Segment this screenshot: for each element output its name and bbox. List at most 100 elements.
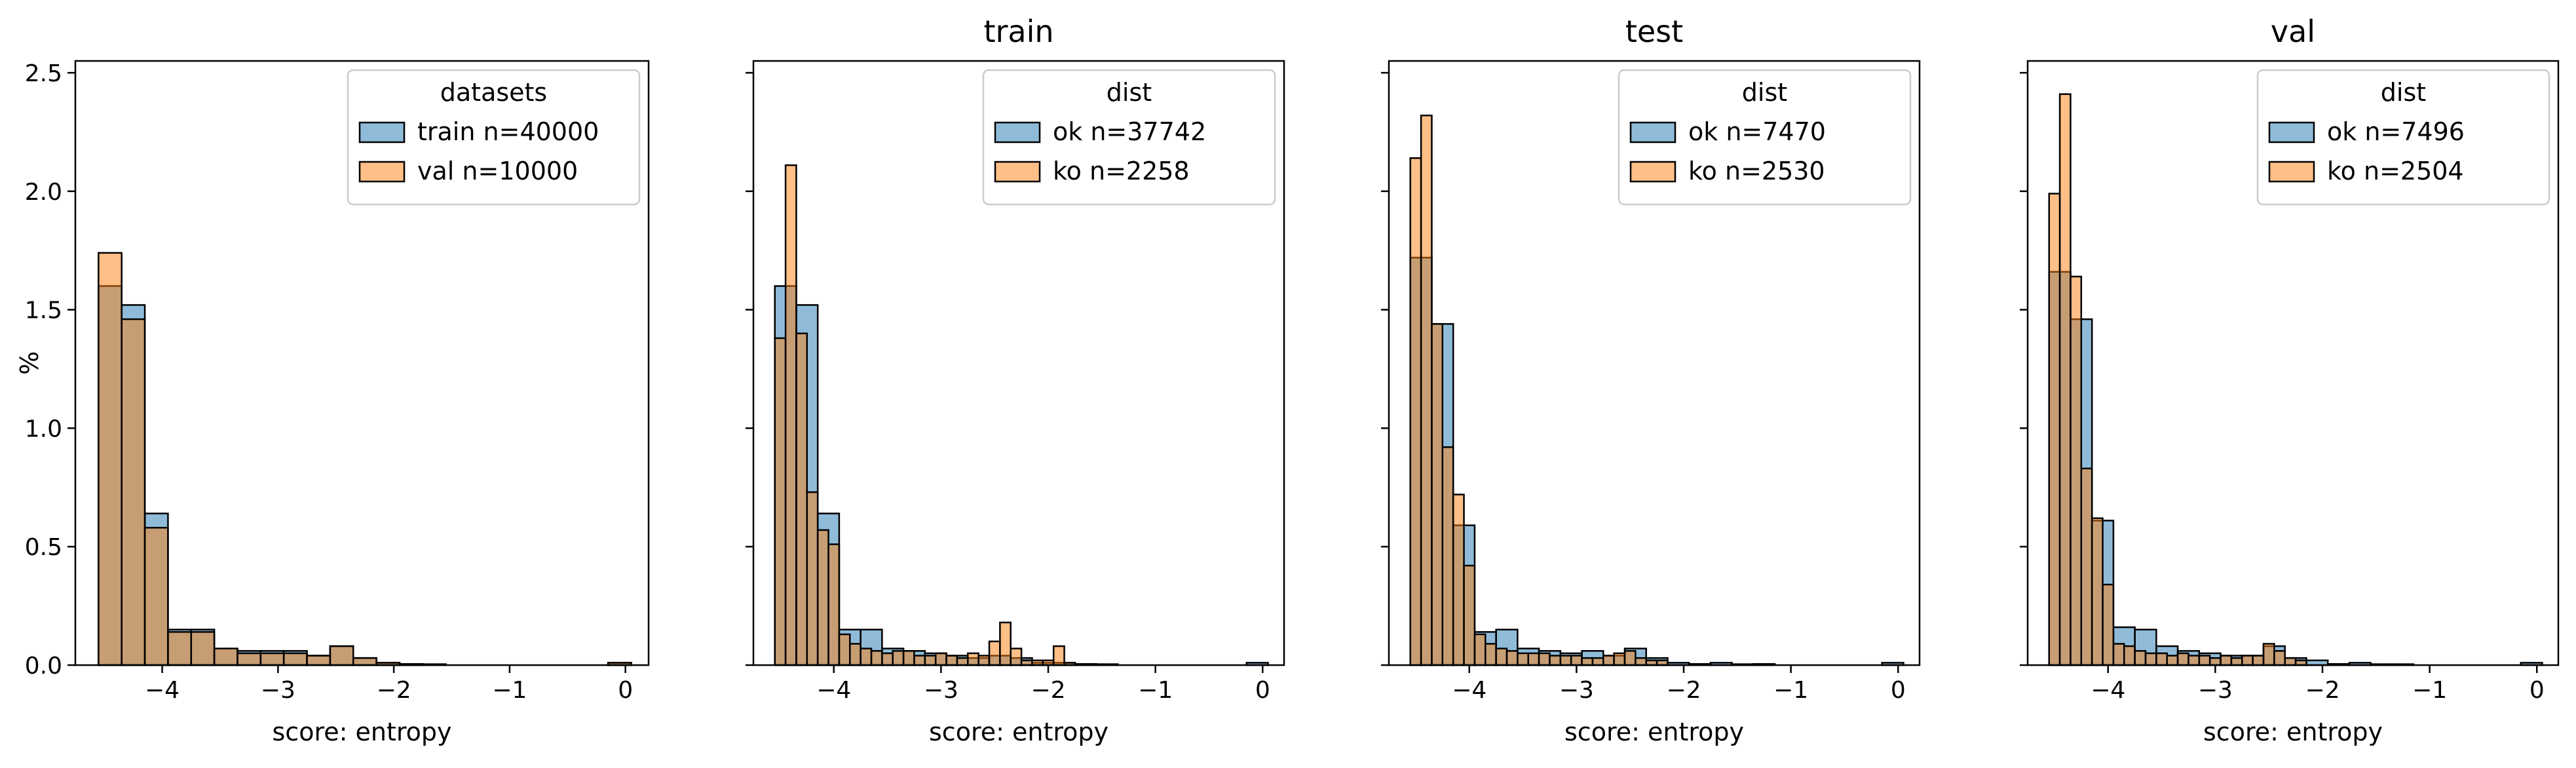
bar-series2-7: [1485, 643, 1497, 666]
legend-swatch-1: [358, 121, 406, 144]
bar-series2-2: [1431, 323, 1444, 666]
x-tick-label: −4: [145, 677, 180, 704]
x-axis-label: score: entropy: [929, 718, 1108, 746]
legend-box: [982, 69, 1276, 206]
bar-series2-21: [1635, 657, 1647, 666]
panel-1: −4 −3 −2 −1 0 0.0 0.5 1.0 1.5 2.0 2.5 score: entrop…: [15, 60, 650, 746]
bar-series2-18: [2241, 655, 2254, 666]
panel-3: −4 −3 −2 −1 0 score: entropy test dist ok n=7470…: [1381, 14, 1921, 746]
legend-title: dist: [1742, 78, 1787, 107]
axes-frame: [752, 60, 1285, 666]
legend: dist ok n=7470 ko n=2530: [1618, 69, 1912, 206]
bar-series2-5: [1463, 564, 1476, 666]
bar-series2-16: [945, 655, 958, 666]
legend: datasets train n=40000 val n=10000: [347, 69, 641, 206]
bar-series2-9: [306, 655, 331, 666]
legend-box: [2256, 69, 2550, 206]
bar-series2-21: [2273, 650, 2286, 666]
y-tick-label: 1.0: [25, 415, 62, 442]
bar-series2-1: [121, 318, 146, 666]
x-tick-label: −3: [1559, 677, 1594, 704]
x-tick-label: −1: [1138, 677, 1173, 704]
y-tick-label: 0.5: [25, 534, 62, 561]
x-tick-label: 0: [2529, 677, 2545, 704]
bar-series2-19: [977, 655, 991, 666]
bar-series2-14: [2198, 655, 2211, 666]
panel-4: −4 −3 −2 −1 0 score: entropy val dist ok n=7496 k…: [2020, 14, 2560, 746]
legend-entry-2: ko n=2504: [2327, 157, 2464, 185]
x-tick-label: −2: [377, 677, 411, 704]
bar-series2-21: [999, 621, 1012, 666]
bar-series2-5: [827, 543, 841, 666]
bar-series2-10: [1517, 652, 1529, 666]
legend-box: [1618, 69, 1912, 206]
legend-box: [347, 69, 641, 206]
bar-series2-20: [988, 640, 1001, 666]
y-tick-label: 2.0: [25, 179, 62, 206]
x-tick-label: 0: [1255, 677, 1270, 704]
x-tick-label: −2: [1031, 677, 1065, 704]
bar-series2-1: [1420, 114, 1433, 666]
x-tick-label: −3: [261, 677, 295, 704]
bar-series2-19: [2252, 655, 2265, 666]
histogram-bars: [774, 164, 1269, 666]
y-axis-label: %: [15, 351, 44, 375]
legend-swatch-2: [994, 161, 1041, 183]
bar-series2-6: [838, 633, 851, 666]
legend-entry-2: ko n=2258: [1053, 157, 1190, 185]
bar-series2-3: [1441, 446, 1454, 666]
bar-series2-6: [237, 652, 262, 666]
legend-title: dist: [2381, 78, 2426, 107]
bar-series2-10: [329, 645, 354, 666]
bar-series2-22: [1010, 647, 1023, 666]
legend-entry-1: train n=40000: [417, 117, 599, 146]
x-tick-label: 0: [1891, 677, 1906, 704]
bar-series2-4: [1452, 493, 1465, 666]
bar-series2-0: [1409, 157, 1422, 666]
x-axis-label: score: entropy: [1564, 718, 1744, 746]
panel-title: test: [1625, 14, 1683, 49]
panel-2: −4 −3 −2 −1 0 score: entropy train dist ok n=377…: [746, 14, 1285, 746]
panel-title: train: [983, 14, 1053, 49]
legend: dist ok n=37742 ko n=2258: [982, 69, 1276, 206]
bar-series2-10: [2155, 652, 2168, 666]
bar-series2-2: [795, 332, 808, 666]
bar-series2-14: [924, 655, 937, 666]
x-axis-label: score: entropy: [273, 718, 452, 746]
histogram-bars: [98, 252, 632, 666]
y-tick-label: 0.0: [25, 653, 62, 680]
bar-series2-15: [2208, 657, 2222, 666]
x-tick-label: −1: [1773, 677, 1808, 704]
bar-series2-0: [98, 252, 123, 666]
bar-series2-5: [213, 647, 238, 666]
legend-title: datasets: [440, 78, 547, 107]
legend-swatch-2: [358, 161, 406, 183]
bar-series2-8: [1495, 647, 1508, 666]
axes-frame: [74, 60, 650, 666]
legend-swatch-2: [2268, 161, 2315, 183]
legend-entry-1: ok n=7496: [2327, 117, 2465, 146]
histogram-bars: [2048, 93, 2543, 666]
bar-series2-8: [2134, 650, 2147, 666]
bar-series2-1: [784, 164, 797, 666]
panel-title: val: [2271, 14, 2315, 49]
bar-series2-6: [1473, 633, 1487, 666]
legend-swatch-1: [1629, 121, 1676, 144]
bar-series2-9: [1506, 650, 1519, 666]
bar-series2-17: [2230, 657, 2243, 666]
bar-series2-13: [913, 655, 926, 666]
bar-series2-6: [2112, 643, 2125, 666]
bar-series2-4: [816, 529, 829, 666]
bar-series2-20: [1623, 650, 1637, 666]
bar-series2-8: [860, 647, 873, 666]
x-tick-label: −4: [2091, 677, 2125, 704]
bar-series2-12: [2176, 652, 2189, 666]
bar-series2-3: [2080, 467, 2093, 666]
bar-series2-11: [1527, 652, 1540, 666]
x-tick-label: −2: [2305, 677, 2339, 704]
legend-swatch-1: [2268, 121, 2315, 144]
bar-series2-0: [2048, 193, 2061, 666]
legend-swatch-2: [1629, 161, 1676, 183]
bar-series2-5: [2102, 583, 2115, 666]
legend-entry-2: ko n=2530: [1688, 157, 1825, 185]
